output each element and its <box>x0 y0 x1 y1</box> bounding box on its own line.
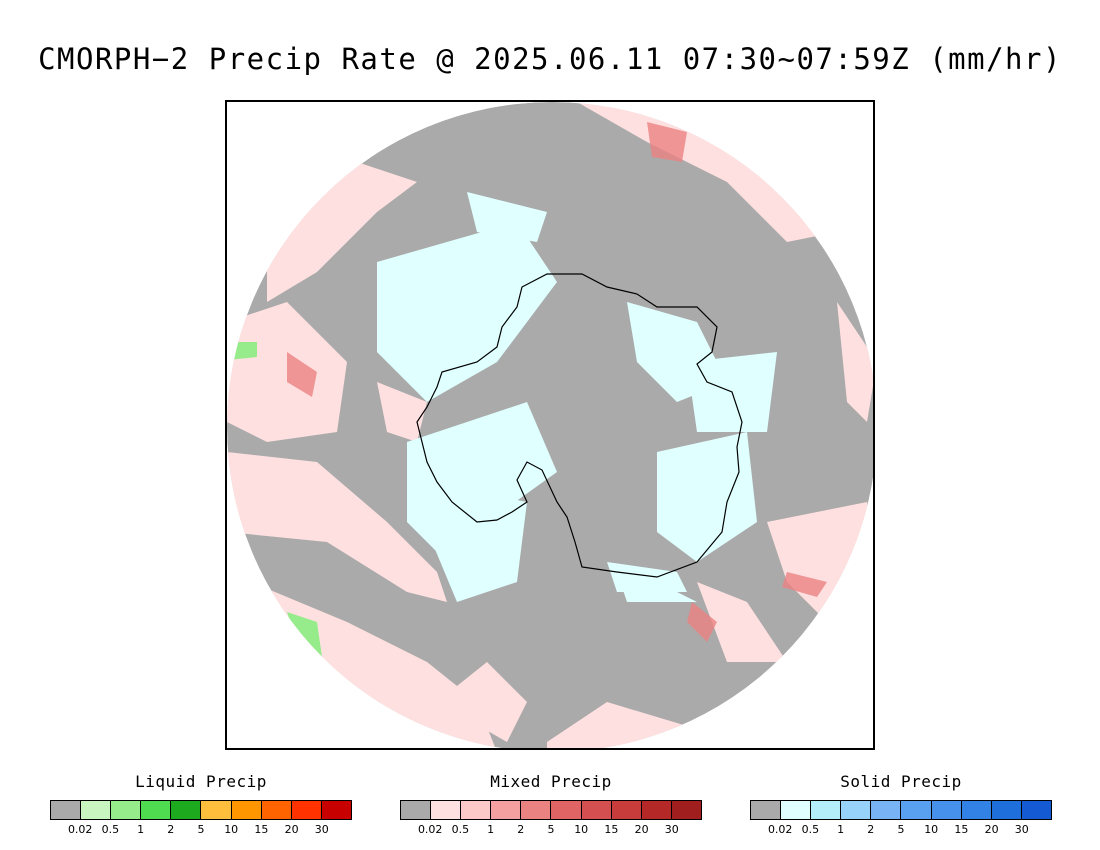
legend-liquid-swatch <box>291 801 322 819</box>
legend-mixed-tick: 5 <box>547 823 555 836</box>
legend-liquid-ticks: 0.02 0.5 1 2 5 10 15 20 30 <box>50 820 352 836</box>
legend-liquid-swatches <box>50 800 352 820</box>
legend-mixed: Mixed Precip 0.02 0.5 1 2 5 10 15 20 30 <box>400 772 702 842</box>
legend-solid-tick: 2 <box>867 823 875 836</box>
legend-solid-tick: 15 <box>954 823 969 836</box>
legend-liquid-swatch <box>201 801 232 819</box>
legend-solid-tick: 20 <box>984 823 999 836</box>
legend-mixed-swatch <box>551 801 582 819</box>
legend-solid-swatch <box>1021 801 1051 819</box>
legend-mixed-swatch <box>401 801 432 819</box>
legend-solid-swatch <box>931 801 962 819</box>
legend-mixed-tick: 30 <box>664 823 679 836</box>
legend-solid-swatch <box>991 801 1022 819</box>
legend-liquid-tick: 30 <box>314 823 329 836</box>
legend-liquid-tick: 10 <box>224 823 239 836</box>
legend-mixed-swatch <box>611 801 642 819</box>
legend-liquid-swatch <box>321 801 351 819</box>
legend-mixed-swatch <box>461 801 492 819</box>
legend-solid-swatch <box>961 801 992 819</box>
legend-solid-title: Solid Precip <box>840 772 962 791</box>
legend-mixed-tick: 2 <box>517 823 525 836</box>
legend-mixed-swatch <box>671 801 701 819</box>
legend-solid-swatches <box>750 800 1052 820</box>
legend-mixed-tick: 15 <box>604 823 619 836</box>
legend-solid-swatch <box>871 801 902 819</box>
legend-solid-ticks: 0.02 0.5 1 2 5 10 15 20 30 <box>750 820 1052 836</box>
legend-liquid-tick: 2 <box>167 823 175 836</box>
antarctic-precip-map <box>227 102 873 748</box>
legend-solid-swatch <box>901 801 932 819</box>
legend-mixed-swatches <box>400 800 702 820</box>
mixed-precip-heavy <box>287 122 827 642</box>
legend-solid-swatch <box>811 801 842 819</box>
legend-liquid-tick: 0.02 <box>67 823 93 836</box>
legend-liquid-swatch <box>81 801 112 819</box>
legend-liquid-swatch <box>171 801 202 819</box>
antarctica-coastline <box>416 273 743 578</box>
legend-solid-tick: 5 <box>897 823 905 836</box>
legend-solid-tick: 1 <box>837 823 845 836</box>
legend-mixed-swatch <box>431 801 462 819</box>
legend-mixed-swatch <box>641 801 672 819</box>
legend-solid-tick: 0.02 <box>767 823 793 836</box>
legend-liquid-swatch <box>51 801 82 819</box>
legend-liquid-title: Liquid Precip <box>135 772 267 791</box>
legend-liquid-tick: 5 <box>197 823 205 836</box>
legend-mixed-tick: 20 <box>634 823 649 836</box>
legend-solid-tick: 30 <box>1014 823 1029 836</box>
map-title: CMORPH−2 Precip Rate @ 2025.06.11 07:30~… <box>38 42 1062 76</box>
legend-liquid-swatch <box>141 801 172 819</box>
legend-solid-tick: 10 <box>924 823 939 836</box>
legend-liquid-tick: 0.5 <box>101 823 120 836</box>
legend-mixed-swatch <box>491 801 522 819</box>
legend-liquid: Liquid Precip 0.02 0.5 1 2 5 10 15 20 30 <box>50 772 352 842</box>
legend-liquid-tick: 1 <box>137 823 145 836</box>
legend-solid-swatch <box>841 801 872 819</box>
solid-precip-regions <box>377 192 777 602</box>
polar-map <box>225 100 875 750</box>
legend-mixed-swatch <box>581 801 612 819</box>
legend-liquid-swatch <box>261 801 292 819</box>
legend-solid-swatch <box>781 801 812 819</box>
legend-mixed-title: Mixed Precip <box>490 772 612 791</box>
legend-mixed-tick: 0.5 <box>451 823 470 836</box>
legend-liquid-swatch <box>231 801 262 819</box>
legend-mixed-ticks: 0.02 0.5 1 2 5 10 15 20 30 <box>400 820 702 836</box>
legend-solid: Solid Precip 0.02 0.5 1 2 5 10 15 20 30 <box>750 772 1052 842</box>
legend-liquid-tick: 20 <box>284 823 299 836</box>
legend-mixed-tick: 10 <box>574 823 589 836</box>
legend-mixed-swatch <box>521 801 552 819</box>
legend-mixed-tick: 0.02 <box>417 823 443 836</box>
legend-solid-swatch <box>751 801 782 819</box>
legend-solid-tick: 0.5 <box>801 823 820 836</box>
legend-liquid-swatch <box>111 801 142 819</box>
legend-mixed-tick: 1 <box>487 823 495 836</box>
mixed-precip-regions <box>227 102 873 748</box>
legend-liquid-tick: 15 <box>254 823 269 836</box>
